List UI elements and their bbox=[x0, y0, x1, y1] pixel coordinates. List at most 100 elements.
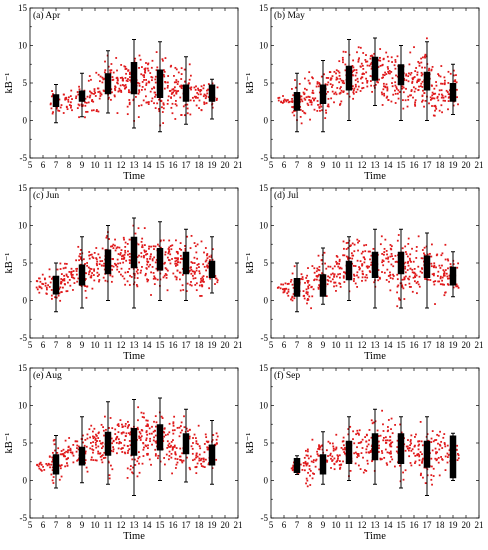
data-point bbox=[148, 247, 150, 250]
data-point bbox=[358, 57, 360, 60]
data-point bbox=[108, 427, 110, 429]
data-point bbox=[95, 446, 98, 449]
data-point bbox=[438, 74, 440, 77]
box-body bbox=[423, 71, 431, 91]
data-point bbox=[297, 472, 300, 475]
data-point bbox=[189, 113, 192, 116]
data-point bbox=[147, 103, 150, 105]
data-point bbox=[369, 250, 371, 253]
data-point bbox=[342, 58, 344, 61]
x-tick-label: 19 bbox=[449, 340, 459, 350]
panel-4: 5 6 7 8 9 10 11 12 13 14 15 16 17 18 19 20 21-5051015(d)… bbox=[245, 183, 484, 362]
data-point bbox=[105, 236, 108, 239]
data-point bbox=[94, 437, 97, 440]
data-point bbox=[66, 290, 69, 293]
data-point bbox=[147, 447, 149, 450]
data-point bbox=[144, 274, 147, 277]
data-point bbox=[381, 64, 384, 67]
data-point bbox=[438, 474, 441, 477]
data-point bbox=[335, 69, 338, 72]
data-point bbox=[359, 65, 362, 68]
data-point bbox=[95, 443, 97, 446]
data-point bbox=[151, 97, 154, 100]
data-point bbox=[63, 274, 65, 277]
data-point bbox=[345, 255, 348, 258]
data-point bbox=[397, 97, 400, 100]
data-point bbox=[438, 264, 441, 267]
x-axis-label: Time bbox=[364, 351, 386, 362]
data-point bbox=[145, 79, 148, 81]
data-point bbox=[175, 262, 178, 265]
data-point bbox=[381, 409, 383, 412]
data-point bbox=[161, 58, 164, 61]
data-point bbox=[166, 102, 169, 105]
data-point bbox=[57, 109, 60, 112]
data-point bbox=[127, 91, 130, 93]
data-point bbox=[94, 95, 97, 97]
data-point bbox=[95, 247, 98, 249]
data-point bbox=[146, 280, 149, 283]
data-point bbox=[174, 260, 177, 263]
data-point bbox=[214, 443, 217, 446]
data-point bbox=[421, 249, 424, 251]
data-point bbox=[177, 261, 180, 263]
data-point bbox=[344, 51, 347, 53]
data-point bbox=[168, 259, 171, 262]
data-point bbox=[153, 275, 156, 278]
data-point bbox=[429, 252, 431, 255]
data-point bbox=[435, 452, 437, 455]
y-tick-label: 15 bbox=[259, 183, 269, 193]
data-point bbox=[426, 253, 429, 256]
data-point bbox=[138, 89, 140, 92]
data-point bbox=[355, 71, 358, 74]
data-point bbox=[444, 79, 446, 82]
data-point bbox=[342, 276, 345, 279]
x-tick-label: 10 bbox=[332, 340, 342, 350]
data-point bbox=[305, 88, 308, 91]
data-point bbox=[72, 289, 74, 291]
data-point bbox=[408, 275, 411, 278]
data-point bbox=[57, 294, 60, 297]
data-point bbox=[179, 242, 182, 244]
x-tick-label: 7 bbox=[295, 340, 300, 350]
data-point bbox=[280, 101, 283, 104]
data-point bbox=[318, 279, 321, 282]
data-point bbox=[197, 93, 200, 96]
data-point bbox=[358, 266, 360, 268]
data-point bbox=[179, 425, 182, 427]
data-point bbox=[111, 427, 114, 430]
box-body bbox=[104, 431, 112, 456]
data-point bbox=[287, 290, 290, 293]
data-point bbox=[382, 253, 385, 256]
y-tick-label: 0 bbox=[23, 476, 28, 486]
data-point bbox=[101, 247, 104, 250]
data-point bbox=[215, 458, 218, 461]
data-point bbox=[202, 465, 205, 468]
data-point bbox=[354, 462, 357, 465]
data-point bbox=[199, 447, 202, 450]
data-point bbox=[440, 254, 443, 257]
data-point bbox=[389, 443, 392, 445]
data-point bbox=[196, 257, 199, 260]
data-point bbox=[327, 77, 330, 79]
data-point bbox=[376, 429, 379, 432]
data-point bbox=[86, 433, 89, 436]
data-point bbox=[137, 406, 140, 409]
data-point bbox=[317, 448, 320, 450]
data-point bbox=[404, 469, 407, 472]
data-point bbox=[305, 288, 308, 291]
data-point bbox=[432, 475, 435, 477]
box-body bbox=[319, 274, 327, 297]
data-point bbox=[403, 276, 406, 279]
data-point bbox=[307, 95, 310, 98]
data-point bbox=[126, 280, 129, 283]
data-point bbox=[92, 109, 95, 112]
data-point bbox=[352, 92, 355, 95]
data-point bbox=[154, 95, 156, 98]
data-point bbox=[200, 109, 203, 112]
data-point bbox=[136, 272, 139, 275]
data-point bbox=[68, 104, 71, 106]
data-point bbox=[302, 91, 305, 94]
data-point bbox=[147, 279, 150, 281]
data-point bbox=[353, 273, 355, 276]
